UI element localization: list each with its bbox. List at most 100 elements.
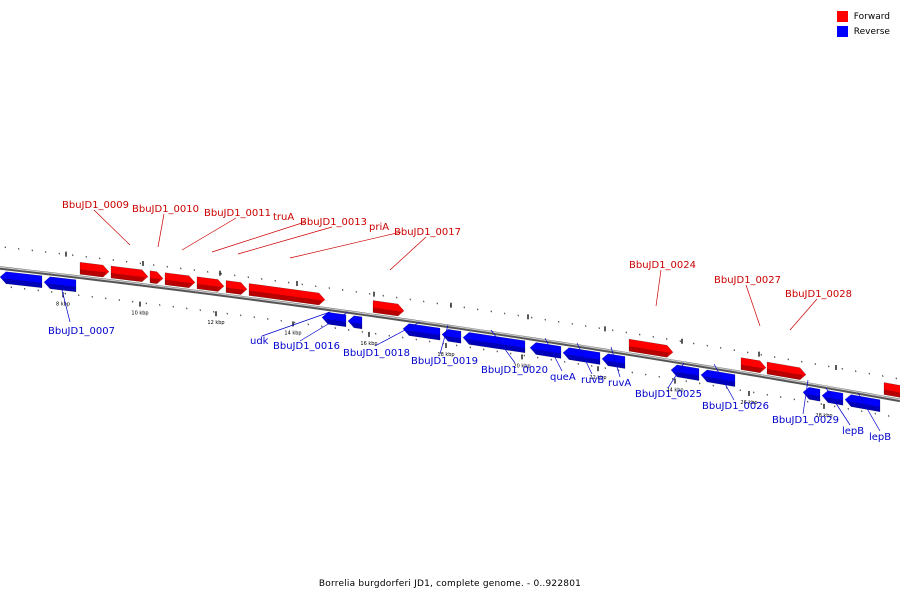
minor-tick [85,255,87,258]
leader-line [713,363,735,401]
minor-tick [847,407,849,410]
minor-tick [787,358,789,361]
minor-tick [31,249,33,252]
reverse-gene-arrow[interactable] [462,332,526,354]
minor-tick [139,262,141,265]
minor-tick [793,398,795,401]
reverse-gene-arrow[interactable] [601,353,626,369]
minor-tick [112,259,114,261]
leader-line [211,221,306,253]
minor-tick [780,396,782,398]
forward-gene-arrow[interactable] [248,283,326,306]
forward-gene-arrow[interactable] [225,280,248,295]
genome-caption: Borrelia burgdorferi JD1, complete genom… [318,579,582,589]
minor-tick [658,375,660,378]
reverse-gene-arrow[interactable] [43,276,77,293]
leader-line [789,298,818,331]
leader-line [857,392,881,432]
reverse-gene-label: BbuJD1_0026 [702,401,769,412]
minor-tick [726,386,728,389]
minor-tick [801,360,803,363]
minor-tick [72,254,74,257]
scale-label: 24 kbp [666,388,683,394]
leader-line [181,217,237,251]
reverse-gene-arrow[interactable] [844,394,881,413]
forward-gene-label: truA [273,212,294,223]
reverse-gene-arrow[interactable] [0,271,43,289]
minor-tick [166,265,168,268]
minor-tick [577,362,579,365]
forward-gene-label: BbuJD1_0017 [394,227,461,238]
minor-tick [868,372,870,375]
leader-line [439,324,449,355]
forward-swatch [836,11,848,22]
minor-tick [828,365,830,368]
minor-tick [348,329,350,331]
reverse-gene-arrow[interactable] [529,342,562,359]
forward-gene-arrow[interactable] [372,300,405,317]
minor-tick [153,264,155,266]
genome-backbone [0,266,900,403]
minor-tick [517,314,519,317]
minor-tick [301,283,303,286]
minor-tick [685,380,687,383]
minor-tick [240,314,242,317]
forward-gene-arrow[interactable] [110,265,149,283]
minor-tick [720,346,722,349]
forward-gene-arrow[interactable] [149,270,164,284]
reverse-gene-arrow[interactable] [321,311,347,327]
minor-tick [10,286,12,289]
minor-tick [145,302,147,305]
forward-gene-arrow[interactable] [740,357,767,374]
forward-gene-arrow[interactable] [628,338,674,358]
minor-tick [585,325,587,327]
reverse-gene-arrow[interactable] [347,315,363,330]
minor-tick [639,333,641,336]
minor-tick [274,279,276,282]
reverse-swatch [836,26,848,37]
reverse-gene-arrow[interactable] [670,364,700,381]
forward-gene-arrow[interactable] [883,382,900,398]
forward-gene-label: priA [369,222,389,233]
minor-tick [99,257,101,260]
minor-tick [126,260,128,263]
minor-tick [571,322,573,325]
leader-line [610,346,621,378]
leader-line [289,231,402,259]
forward-gene-arrow[interactable] [164,272,196,289]
reverse-gene-label: BbuJD1_0019 [411,356,478,367]
reverse-gene-label: BbuJD1_0016 [273,341,340,352]
minor-tick [496,350,498,353]
minor-tick [220,272,222,275]
minor-tick [672,378,674,380]
reverse-gene-arrow[interactable] [802,387,821,402]
reverse-gene-arrow[interactable] [402,323,441,341]
forward-gene-arrow[interactable] [196,276,225,292]
minor-tick [267,318,269,320]
reverse-gene-arrow[interactable] [562,347,601,365]
minor-tick [415,338,417,341]
minor-tick [294,321,296,324]
minor-tick [334,327,336,330]
minor-tick [64,292,66,295]
leader-line [93,209,131,246]
leader-line [389,236,427,271]
forward-gene-arrow[interactable] [766,361,807,380]
forward-gene-label: BbuJD1_0027 [714,275,781,286]
leader-line [299,311,349,342]
forward-gene-arrow[interactable] [79,262,110,278]
reverse-gene-arrow[interactable] [700,369,736,387]
minor-tick [861,410,863,413]
scale-label: 12 kbp [207,320,224,326]
minor-tick [118,299,120,301]
minor-tick [550,358,552,361]
scale-label: 22 kbp [589,375,606,381]
minor-tick [895,377,897,380]
minor-tick [774,356,776,358]
reverse-gene-arrow[interactable] [441,329,462,344]
minor-tick [396,296,398,299]
minor-tick [537,356,539,359]
minor-tick [388,334,390,337]
minor-tick [234,274,236,277]
